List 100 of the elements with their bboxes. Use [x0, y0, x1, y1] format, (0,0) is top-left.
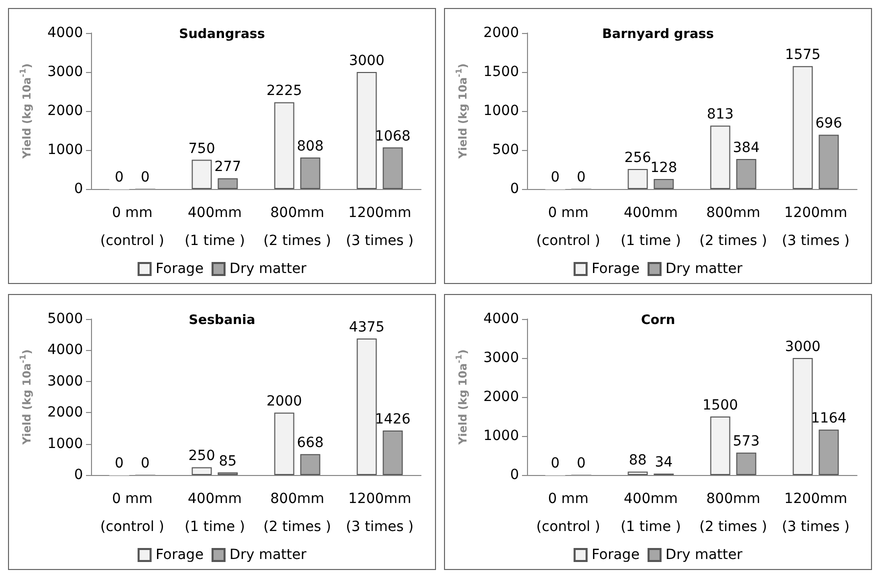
bar	[628, 472, 648, 475]
x-tick-label: 1200mm (3 times )	[346, 205, 414, 249]
bar	[818, 430, 839, 475]
bar	[382, 430, 403, 475]
y-tick-label: 1000	[483, 428, 519, 444]
data-label: 0	[576, 170, 586, 186]
data-label: 250	[188, 448, 216, 464]
x-tick-label: 800mm (2 times )	[263, 205, 332, 249]
x-tick-label: 0 mm (control )	[536, 491, 600, 535]
y-tick-label: 0	[74, 467, 83, 483]
legend-label: Dry matter	[230, 547, 307, 563]
data-label: 750	[188, 140, 216, 157]
data-label: 85	[218, 453, 237, 470]
data-label: 813	[706, 106, 734, 123]
y-tick-label: 2000	[47, 103, 83, 119]
data-label: 128	[650, 160, 678, 176]
bar	[356, 72, 377, 189]
x-tick-label: 0 mm (control )	[100, 205, 164, 249]
y-tick-label: 3000	[47, 373, 83, 390]
x-tick-label: 0 mm (control )	[536, 205, 600, 249]
chart-title: Sesbania	[188, 313, 256, 328]
bar	[300, 157, 320, 189]
data-label: 1500	[702, 398, 738, 414]
data-label: 34	[654, 454, 673, 471]
x-tick-label: 400mm (1 time )	[620, 205, 681, 249]
data-label: 0	[550, 170, 560, 186]
y-tick-label: 3000	[483, 350, 519, 366]
data-label: 277	[214, 159, 242, 176]
data-label: 0	[550, 456, 560, 472]
bar	[192, 467, 212, 475]
bar	[274, 412, 294, 475]
y-tick-label: 0	[510, 467, 519, 483]
bar	[792, 66, 813, 189]
bar	[300, 454, 320, 475]
y-tick-label: 4000	[483, 311, 519, 327]
x-tick-label: 1200mm (3 times )	[346, 491, 414, 535]
y-tick-label: 2000	[483, 25, 519, 41]
bar	[792, 358, 813, 475]
bar	[710, 416, 730, 475]
bar	[192, 160, 212, 189]
y-tick-label: 1000	[47, 436, 83, 452]
data-label: 573	[732, 434, 760, 450]
y-tick-label: 2000	[47, 404, 83, 421]
bar	[736, 159, 756, 189]
x-tick-label: 1200mm (3 times )	[782, 491, 850, 535]
bar	[710, 126, 730, 189]
data-label: 1426	[374, 412, 411, 428]
y-axis-title: Yield (kg 10a-1)	[18, 63, 34, 160]
y-tick-label: 1000	[47, 142, 83, 158]
bar	[818, 134, 839, 189]
y-tick-label: 1500	[483, 64, 519, 80]
x-tick-label: 800mm (2 times )	[699, 491, 768, 535]
chart-title: Sudangrass	[179, 27, 266, 42]
data-label: 0	[140, 170, 150, 186]
legend-label: Forage	[156, 261, 204, 277]
bar	[218, 178, 238, 189]
bar	[382, 147, 403, 189]
data-label: 0	[114, 170, 124, 186]
y-tick-label: 2000	[483, 389, 519, 405]
chart-title: Corn	[640, 313, 676, 328]
y-axis-title: Yield (kg 10a-1)	[454, 349, 470, 446]
y-tick-label: 5000	[47, 311, 83, 327]
y-tick-label: 3000	[47, 64, 83, 80]
legend-label: Forage	[592, 547, 640, 563]
y-tick-label: 0	[74, 181, 83, 197]
data-label: 1068	[374, 128, 411, 144]
y-tick-label: 500	[492, 142, 519, 158]
data-label: 4375	[348, 320, 385, 336]
x-tick-label: 400mm (1 time )	[184, 491, 245, 535]
data-label: 3000	[348, 53, 385, 69]
x-tick-label: 1200mm (3 times )	[782, 205, 850, 249]
bar	[654, 179, 674, 189]
y-tick-label: 4000	[47, 342, 83, 358]
data-label: 668	[296, 435, 324, 452]
legend-label: Dry matter	[666, 261, 743, 277]
x-tick-label: 800mm (2 times )	[699, 205, 768, 249]
data-label: 0	[140, 456, 150, 472]
data-label: 88	[628, 452, 647, 469]
bar	[736, 452, 756, 475]
data-label: 384	[732, 140, 760, 156]
data-label: 696	[815, 116, 842, 132]
legend-label: Forage	[592, 261, 640, 277]
bar	[274, 102, 294, 189]
x-tick-label: 800mm (2 times )	[263, 491, 332, 535]
data-label: 2225	[266, 83, 302, 100]
data-label: 3000	[784, 339, 821, 355]
data-label: 0	[576, 456, 586, 472]
data-label: 0	[114, 456, 124, 472]
y-tick-label: 0	[510, 181, 519, 197]
data-label: 1164	[810, 410, 847, 427]
legend-label: Forage	[156, 547, 204, 563]
legend-label: Dry matter	[666, 547, 743, 563]
y-axis-title: Yield (kg 10a-1)	[18, 349, 34, 446]
x-tick-label: 400mm (1 time )	[184, 205, 245, 249]
y-tick-label: 4000	[47, 25, 83, 41]
x-tick-label: 0 mm (control )	[100, 491, 164, 535]
x-tick-label: 400mm (1 time )	[620, 491, 681, 535]
bar	[628, 169, 648, 189]
y-tick-label: 1000	[483, 103, 519, 119]
data-label: 808	[296, 138, 324, 154]
